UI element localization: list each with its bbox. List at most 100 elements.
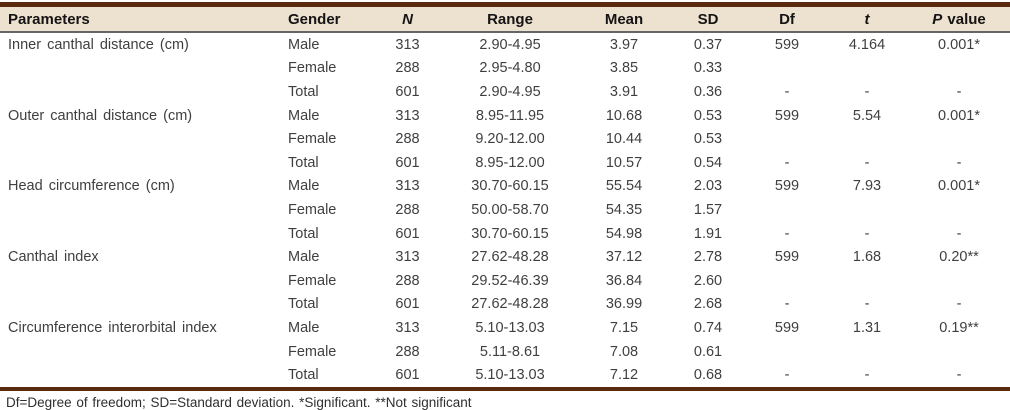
cell-mean: 3.91 — [609, 83, 639, 100]
cell-t — [826, 57, 908, 81]
cell-t: 5.54 — [852, 107, 882, 124]
cell-t: - — [864, 154, 870, 171]
cell-sd: 2.03 — [693, 178, 723, 195]
table-row: Female 288 9.20-12.00 10.44 0.53 — [0, 127, 1010, 151]
cell-range: 27.62-48.28 — [471, 296, 549, 313]
cell-df: - — [784, 83, 790, 100]
column-header-parameters-label: Parameters — [8, 10, 90, 28]
cell-df: - — [784, 296, 790, 313]
column-header-t-label: t — [864, 10, 870, 28]
table-row: Outer canthal distance (cm) Male 313 8.95-1… — [0, 104, 1010, 128]
table-row: Female 288 29.52-46.39 36.84 2.60 — [0, 269, 1010, 293]
cell-n: 313 — [395, 36, 420, 53]
column-header-df-label: Df — [779, 10, 795, 28]
cell-gender: Male — [288, 36, 320, 53]
table-row: Inner canthal distance (cm) Male 313 2.90-4… — [0, 32, 1010, 57]
cell-gender: Female — [288, 201, 337, 218]
cell-gender: Total — [288, 367, 319, 384]
table-header-row: Parameters Gender N Range Mean SD Df t P… — [0, 7, 1010, 33]
cell-sd: 1.57 — [693, 201, 723, 218]
cell-t — [826, 198, 908, 222]
cell-t — [826, 340, 908, 364]
cell-range: 5.10-13.03 — [475, 319, 545, 336]
cell-p-value — [908, 340, 1010, 364]
cell-mean: 7.08 — [609, 343, 639, 360]
cell-gender: Male — [288, 178, 320, 195]
cell-sd: 2.78 — [693, 249, 723, 266]
column-header-p-value-label: value — [947, 10, 986, 28]
cell-p-value — [908, 198, 1010, 222]
cell-parameter — [0, 127, 280, 151]
column-header-mean-label: Mean — [604, 10, 644, 28]
cell-gender: Total — [288, 225, 319, 242]
column-header-gender: Gender — [280, 7, 375, 33]
cell-parameter — [0, 269, 280, 293]
cell-p-value: - — [956, 367, 962, 384]
column-header-p-value: P value — [908, 7, 1010, 33]
cell-sd: 0.68 — [693, 367, 723, 384]
table-row: Female 288 2.95-4.80 3.85 0.33 — [0, 57, 1010, 81]
cell-n: 313 — [395, 178, 420, 195]
cell-t: - — [864, 225, 870, 242]
cell-gender: Male — [288, 319, 320, 336]
cell-t — [826, 127, 908, 151]
cell-mean: 3.85 — [609, 60, 639, 77]
cell-parameter — [0, 340, 280, 364]
table-row: Total 601 27.62-48.28 36.99 2.68 - - - — [0, 293, 1010, 317]
cell-n: 288 — [395, 60, 420, 77]
cell-parameter — [0, 57, 280, 81]
cell-parameter: Outer canthal distance (cm) — [8, 107, 193, 124]
cell-df: 599 — [774, 249, 800, 266]
column-header-mean: Mean — [580, 7, 668, 33]
cell-range: 50.00-58.70 — [471, 201, 549, 218]
cell-t: 4.164 — [848, 36, 886, 53]
table-row: Total 601 30.70-60.15 54.98 1.91 - - - — [0, 222, 1010, 246]
cell-t — [826, 269, 908, 293]
table-row: Female 288 5.11-8.61 7.08 0.61 — [0, 340, 1010, 364]
cell-sd: 0.36 — [693, 83, 723, 100]
cell-mean: 3.97 — [609, 36, 639, 53]
column-header-sd-label: SD — [697, 10, 719, 28]
cell-p-value: 0.20** — [939, 249, 979, 266]
column-header-range-label: Range — [487, 10, 533, 28]
cell-n: 601 — [395, 367, 420, 384]
table-row: Circumference interorbital index Male 313 5… — [0, 316, 1010, 340]
cell-range: 9.20-12.00 — [475, 131, 545, 148]
cell-gender: Female — [288, 131, 337, 148]
cell-gender: Female — [288, 343, 337, 360]
cell-n: 313 — [395, 107, 420, 124]
table-footnote: Df=Degree of freedom; SD=Standard deviat… — [6, 394, 472, 410]
cell-df — [748, 127, 826, 151]
cell-df: 599 — [774, 36, 800, 53]
table-row: Total 601 5.10-13.03 7.12 0.68 - - - — [0, 363, 1010, 387]
cell-t: - — [864, 367, 870, 384]
cell-n: 313 — [395, 249, 420, 266]
column-header-parameters: Parameters — [0, 7, 280, 33]
cell-gender: Total — [288, 83, 319, 100]
cell-t: - — [864, 296, 870, 313]
column-header-n-label: N — [402, 10, 413, 28]
cell-sd: 0.53 — [693, 107, 723, 124]
cell-df: - — [784, 225, 790, 242]
cell-n: 288 — [395, 343, 420, 360]
cell-p-value — [908, 127, 1010, 151]
table-bottom-rule — [0, 386, 1010, 391]
cell-n: 601 — [395, 154, 420, 171]
column-header-n: N — [375, 7, 440, 33]
table-top-rule — [0, 2, 1010, 7]
cell-gender: Male — [288, 249, 320, 266]
cell-mean: 36.99 — [605, 296, 643, 313]
statistics-table: Parameters Gender N Range Mean SD Df t P… — [0, 7, 1010, 387]
cell-gender: Male — [288, 107, 320, 124]
column-header-gender-label: Gender — [288, 10, 341, 28]
cell-df: 599 — [774, 178, 800, 195]
cell-p-value: - — [956, 296, 962, 313]
table-row: Total 601 2.90-4.95 3.91 0.36 - - - — [0, 80, 1010, 104]
cell-p-value — [908, 269, 1010, 293]
cell-p-value: - — [956, 154, 962, 171]
cell-df — [748, 269, 826, 293]
cell-gender: Total — [288, 296, 319, 313]
cell-parameter: Canthal index — [8, 249, 99, 266]
cell-n: 601 — [395, 83, 420, 100]
